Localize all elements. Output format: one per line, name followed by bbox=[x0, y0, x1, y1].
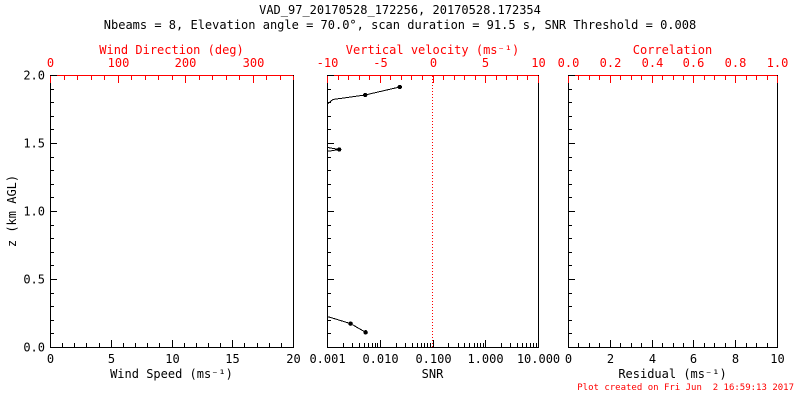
x-tick-label: 0.010 bbox=[362, 352, 398, 366]
top-tick-label: 200 bbox=[175, 56, 197, 70]
top-tick-label: 1.0 bbox=[767, 56, 789, 70]
wind-speed-axis-label: Wind Speed (ms⁻¹) bbox=[110, 367, 233, 381]
scan-parameters-subtitle: Nbeams = 8, Elevation angle = 70.0°, sca… bbox=[103, 18, 697, 32]
y-tick-label: 0.0 bbox=[23, 341, 45, 355]
top-tick-label: 300 bbox=[243, 56, 265, 70]
residual-axis-label: Residual (ms⁻¹) bbox=[618, 367, 727, 381]
y-axis-label: z (km AGL) bbox=[5, 174, 19, 248]
top-tick-label: 0 bbox=[47, 56, 54, 70]
x-tick-label: 0.100 bbox=[415, 352, 451, 366]
x-tick-label: 8 bbox=[732, 352, 739, 366]
y-tick-label: 0.5 bbox=[23, 273, 45, 287]
x-tick-label: 2 bbox=[607, 352, 614, 366]
y-tick-label: 1.5 bbox=[23, 137, 45, 151]
top-tick-label: 0.6 bbox=[683, 56, 705, 70]
top-tick-label: -10 bbox=[317, 56, 339, 70]
x-tick-label: 6 bbox=[690, 352, 697, 366]
x-tick-label: 15 bbox=[225, 352, 239, 366]
x-tick-label: 0 bbox=[47, 352, 54, 366]
page-title: VAD_97_20170528_172256, 20170528.172354 bbox=[259, 3, 541, 17]
x-tick-label: 0 bbox=[565, 352, 572, 366]
x-tick-label: 20 bbox=[286, 352, 300, 366]
top-tick-label: 100 bbox=[108, 56, 130, 70]
top-tick-label: 0.0 bbox=[558, 56, 580, 70]
top-tick-label: 0 bbox=[430, 56, 437, 70]
snr-profile-mid-marker bbox=[336, 147, 342, 152]
residual-panel-group: 0 2 4 6 8 10 0.0 0.2 0.4 0.6 0.8 1.0 bbox=[558, 56, 789, 366]
x-tick-label: 10 bbox=[165, 352, 179, 366]
snr-profile-upper-marker bbox=[363, 92, 368, 98]
snr-profile-lower-line bbox=[326, 315, 366, 333]
snr-profile-upper-marker bbox=[397, 84, 403, 90]
snr-panel-group: 0.001 0.010 0.100 1.000 10.000 -10 -5 0 5 10 bbox=[309, 56, 560, 366]
x-tick-label: 10.000 bbox=[517, 352, 560, 366]
x-tick-label: 1.000 bbox=[467, 352, 503, 366]
top-tick-label: 10 bbox=[531, 56, 545, 70]
y-tick-label: 1.0 bbox=[23, 205, 45, 219]
top-tick-label: 0.4 bbox=[642, 56, 664, 70]
x-tick-label: 5 bbox=[108, 352, 115, 366]
top-tick-label: 0.2 bbox=[600, 56, 622, 70]
x-tick-label: 10 bbox=[770, 352, 784, 366]
snr-profile-upper-line bbox=[326, 86, 400, 105]
x-tick-label: 4 bbox=[649, 352, 656, 366]
top-tick-label: -5 bbox=[373, 56, 387, 70]
top-tick-label: 5 bbox=[482, 56, 489, 70]
snr-axis-label: SNR bbox=[421, 367, 444, 381]
snr-profile-lower-marker bbox=[348, 321, 353, 326]
top-tick-label: 0.8 bbox=[725, 56, 747, 70]
vertical-velocity-axis-label: Vertical velocity (ms⁻¹) bbox=[345, 43, 520, 57]
y-tick-label: 2.0 bbox=[23, 69, 45, 83]
wind-direction-axis-label: Wind Direction (deg) bbox=[99, 43, 244, 57]
plot-created-timestamp: Plot created on Fri Jun 2 16:59:13 2017 bbox=[577, 383, 794, 393]
correlation-axis-label: Correlation bbox=[632, 43, 713, 57]
x-tick-label: 0.001 bbox=[309, 352, 345, 366]
snr-profile-lower-marker bbox=[363, 330, 368, 335]
